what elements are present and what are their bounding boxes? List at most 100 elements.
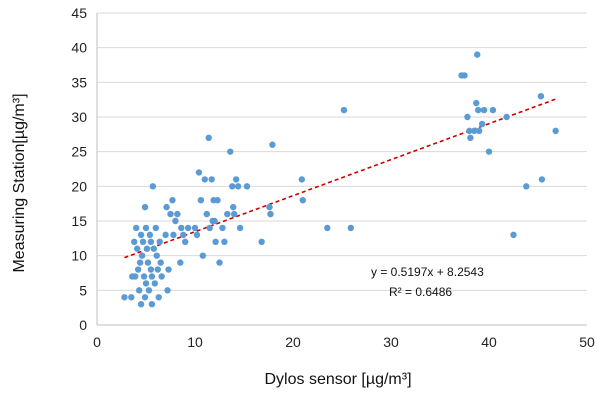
- data-point: [156, 238, 163, 245]
- data-point: [214, 197, 221, 204]
- data-point: [199, 252, 207, 259]
- data-point: [478, 120, 486, 128]
- data-point: [131, 238, 138, 245]
- data-point: [134, 266, 142, 273]
- trendline-layer: [124, 98, 556, 259]
- data-point: [211, 217, 218, 225]
- data-point: [269, 141, 276, 148]
- trendline: [124, 98, 556, 259]
- data-point: [137, 231, 145, 239]
- data-point: [473, 99, 480, 107]
- data-point: [227, 148, 234, 155]
- data-point: [155, 294, 162, 301]
- data-point: [142, 224, 150, 232]
- data-point: [232, 176, 240, 183]
- data-point: [537, 93, 545, 100]
- data-point: [219, 224, 226, 232]
- data-point: [147, 238, 155, 245]
- data-point: [474, 51, 481, 58]
- data-point: [467, 134, 474, 141]
- data-point: [145, 287, 153, 294]
- data-point: [167, 210, 174, 218]
- data-point: [324, 224, 331, 232]
- y-tick-label: 25: [71, 144, 87, 160]
- data-point: [538, 176, 546, 183]
- data-point: [133, 224, 140, 232]
- data-point: [267, 210, 274, 218]
- data-point: [475, 106, 482, 114]
- data-point: [121, 294, 128, 301]
- data-point: [169, 197, 176, 204]
- data-point: [201, 176, 208, 183]
- data-point: [461, 72, 468, 79]
- data-point: [143, 245, 151, 252]
- axes: [96, 13, 587, 326]
- data-point: [216, 259, 223, 266]
- x-axis-title: Dylos sensor [µg/m³]: [264, 371, 411, 388]
- data-point: [224, 210, 231, 218]
- x-tick-label: 0: [93, 334, 101, 350]
- data-point: [141, 294, 149, 301]
- data-point: [206, 224, 213, 232]
- data-point: [132, 273, 139, 280]
- data-point: [150, 245, 158, 252]
- data-point: [148, 301, 156, 308]
- data-point: [471, 127, 478, 135]
- data-points: [121, 51, 559, 308]
- data-point: [164, 287, 171, 294]
- y-tick-label: 10: [71, 248, 87, 264]
- data-point: [503, 113, 510, 121]
- data-point: [485, 148, 493, 155]
- data-point: [157, 259, 164, 266]
- data-point: [178, 224, 185, 232]
- data-point: [174, 210, 181, 218]
- data-point: [205, 134, 212, 141]
- data-point: [152, 224, 159, 232]
- data-point: [140, 273, 148, 280]
- y-tick-label: 30: [71, 109, 87, 125]
- data-point: [144, 259, 152, 266]
- data-point: [154, 266, 161, 273]
- data-point: [193, 231, 201, 239]
- data-point: [464, 113, 471, 121]
- data-point: [243, 183, 251, 190]
- data-point: [197, 197, 205, 204]
- y-tick-label: 40: [71, 40, 87, 56]
- data-point: [136, 259, 144, 266]
- data-point: [489, 106, 497, 114]
- x-tick-label: 40: [481, 334, 497, 350]
- x-tick-label: 20: [285, 334, 301, 350]
- y-tick-label: 45: [71, 5, 87, 21]
- data-point: [148, 273, 156, 280]
- data-point: [128, 294, 135, 301]
- data-point: [184, 224, 192, 232]
- y-tick-label: 15: [71, 213, 87, 229]
- y-tick-label: 5: [79, 282, 87, 298]
- data-point: [231, 210, 238, 218]
- data-point: [180, 231, 187, 239]
- data-point: [146, 231, 154, 239]
- data-point: [212, 238, 219, 245]
- data-point: [135, 287, 143, 294]
- data-point: [203, 210, 210, 218]
- data-point: [142, 280, 150, 287]
- data-point: [510, 231, 517, 239]
- r-squared-label: R² = 0.6486: [389, 285, 452, 299]
- data-point: [141, 203, 149, 211]
- data-point: [158, 273, 165, 280]
- data-point: [138, 252, 146, 259]
- y-tick-label: 0: [79, 317, 87, 333]
- data-point: [170, 231, 177, 239]
- data-point: [347, 224, 355, 232]
- data-point: [162, 231, 169, 239]
- x-tick-label: 30: [383, 334, 399, 350]
- data-point: [165, 266, 172, 273]
- y-axis-title: Measuring Station[µg/m³]: [11, 93, 28, 272]
- x-tick-label: 50: [579, 334, 595, 350]
- data-point: [195, 169, 203, 176]
- data-point: [466, 127, 473, 135]
- data-point: [177, 259, 184, 266]
- data-point: [151, 280, 159, 287]
- x-tick-label: 10: [187, 334, 203, 350]
